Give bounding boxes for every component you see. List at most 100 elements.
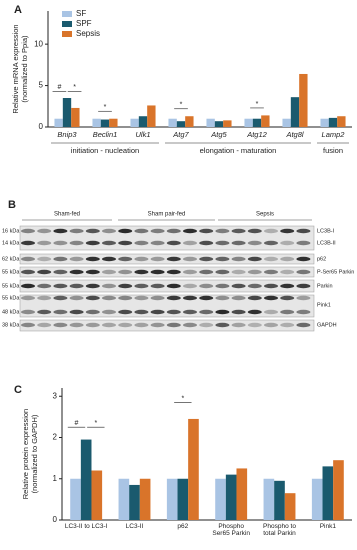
blot-band xyxy=(183,240,197,246)
bar xyxy=(71,107,80,127)
protein-label: LC3B-I xyxy=(317,228,335,234)
bar xyxy=(311,478,323,520)
bar xyxy=(129,484,140,520)
blot-band xyxy=(134,322,149,328)
protein-label: P-Ser65 Parkin xyxy=(317,269,354,275)
blot-band xyxy=(118,269,133,275)
bar xyxy=(328,117,338,127)
blot-band xyxy=(264,309,278,315)
blot-band xyxy=(85,228,100,234)
x-tick-label: Bnip3 xyxy=(57,130,77,139)
blot-band xyxy=(231,322,246,328)
blot-band xyxy=(199,269,214,275)
panel-label: C xyxy=(14,384,22,396)
blot-band xyxy=(247,240,262,246)
blot-band xyxy=(296,295,311,301)
bar xyxy=(176,121,186,127)
blot-band xyxy=(183,295,197,301)
bar xyxy=(252,118,262,127)
bar xyxy=(284,493,296,520)
blot-band xyxy=(166,269,181,275)
blot-band xyxy=(264,240,278,246)
blot-band xyxy=(183,322,197,328)
bar xyxy=(168,118,177,127)
blot-band xyxy=(231,283,246,289)
blot-band xyxy=(150,283,165,289)
blot-band xyxy=(53,295,68,301)
blot-band xyxy=(264,269,278,275)
blot-band xyxy=(150,309,165,315)
blot-band xyxy=(231,309,246,315)
bar xyxy=(118,478,130,520)
blot-band xyxy=(280,309,295,315)
blot-band xyxy=(102,295,116,301)
blot-band xyxy=(69,283,84,289)
blot-band xyxy=(247,283,262,289)
blot-band xyxy=(183,283,197,289)
blot-band xyxy=(150,322,165,328)
blot-band xyxy=(264,283,278,289)
bar xyxy=(261,115,270,127)
blot-band xyxy=(247,309,262,315)
y-tick-label: 5 xyxy=(39,81,44,90)
x-tick-label: Atg5 xyxy=(210,130,227,139)
panel-label: A xyxy=(14,4,22,16)
y-tick-label: 2 xyxy=(53,433,58,442)
kda-label: 48 kDa xyxy=(2,309,20,315)
blot-band xyxy=(21,240,35,246)
y-axis-label: Relative mRNA expression(normalized to P… xyxy=(11,24,29,113)
blot-band xyxy=(37,322,52,328)
blot-band xyxy=(231,228,246,234)
blot-band xyxy=(85,322,100,328)
kda-label: 55 kDa xyxy=(2,283,20,289)
group-label: initiation - nucleation xyxy=(71,146,139,155)
blot-band xyxy=(102,240,116,246)
blot-band xyxy=(85,240,100,246)
x-tick-label: LC3-II to LC3-I xyxy=(64,523,108,530)
blot-band xyxy=(69,256,84,262)
blot-band xyxy=(85,256,100,262)
group-label: fusion xyxy=(323,146,343,155)
blot-band xyxy=(118,256,133,262)
bar xyxy=(320,118,329,127)
blot-band xyxy=(85,295,100,301)
blot-band xyxy=(296,240,311,246)
blot-band xyxy=(296,269,311,275)
blot-band xyxy=(134,283,149,289)
bar xyxy=(147,105,156,127)
y-tick-label: 10 xyxy=(34,39,43,48)
blot-band xyxy=(166,256,181,262)
blot-band xyxy=(264,256,278,262)
blot-band xyxy=(280,240,295,246)
y-tick-label: 0 xyxy=(53,515,58,524)
blot-band xyxy=(69,240,84,246)
blot-band xyxy=(199,240,214,246)
blot-band xyxy=(199,322,214,328)
blot-band xyxy=(53,256,68,262)
y-axis-label-line: Relative protein expression xyxy=(21,409,30,499)
blot-band xyxy=(215,309,230,315)
bar xyxy=(299,73,308,127)
bar xyxy=(92,118,101,127)
blot-band xyxy=(247,228,262,234)
lane-group-label: Sham pair-fed xyxy=(148,212,186,218)
blot-band xyxy=(150,240,165,246)
x-tick-label: Ulk1 xyxy=(135,130,150,139)
bar xyxy=(138,116,148,127)
kda-label: 16 kDa xyxy=(2,228,20,234)
blot-band xyxy=(53,269,68,275)
blot-band xyxy=(231,240,246,246)
panel-label: B xyxy=(8,199,16,211)
blot-band xyxy=(69,269,84,275)
blot-band xyxy=(53,283,68,289)
blot-band xyxy=(53,228,68,234)
significance-mark: * xyxy=(104,104,107,111)
blot-band xyxy=(166,283,181,289)
blot-band xyxy=(264,295,278,301)
blot-band xyxy=(118,283,133,289)
blot-band xyxy=(166,228,181,234)
bar xyxy=(177,478,189,520)
blot-band xyxy=(118,295,133,301)
y-tick-label: 0 xyxy=(39,122,44,131)
bar xyxy=(214,121,224,127)
